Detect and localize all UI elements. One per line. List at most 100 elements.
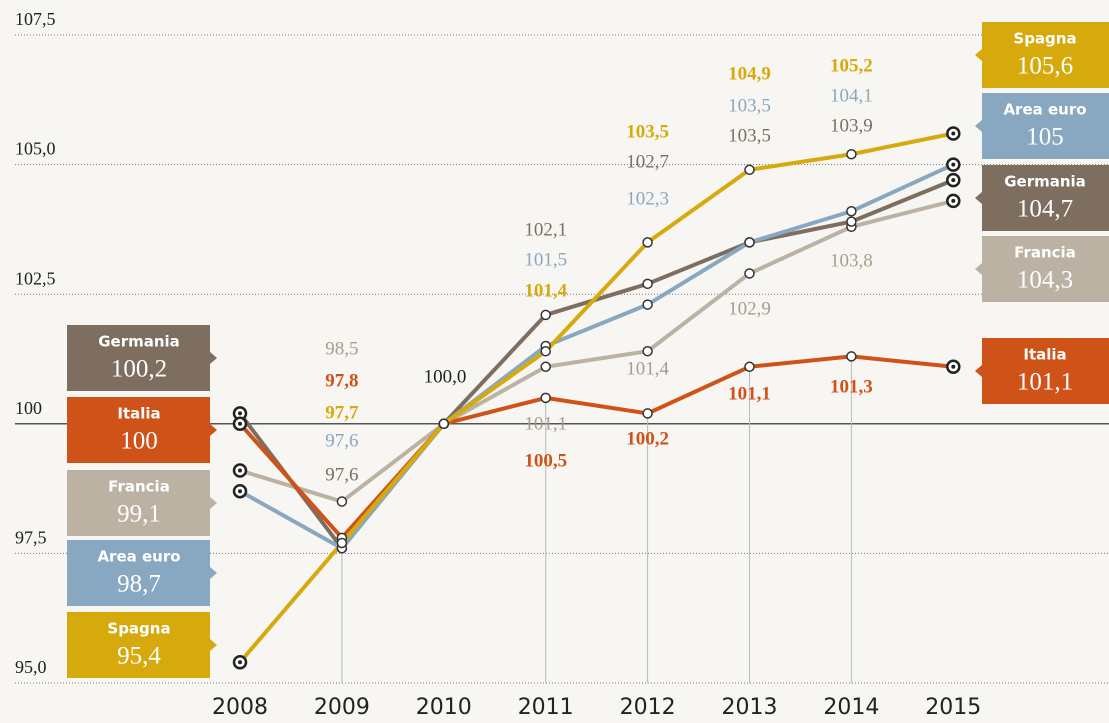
point-marker <box>744 164 755 176</box>
legend-label: Spagna <box>1013 30 1076 48</box>
point-marker <box>846 148 857 160</box>
y-tick-label: 105,0 <box>15 139 56 159</box>
legend-label: Area euro <box>97 548 180 566</box>
point-marker <box>642 278 653 290</box>
end-marker-dot <box>238 660 242 665</box>
end-marker-dot <box>951 178 956 183</box>
x-tick-label: 2012 <box>620 695 676 720</box>
callout-pointer <box>975 365 982 377</box>
callout-value: 105 <box>1026 124 1064 151</box>
value-label: 104,9 <box>728 63 771 84</box>
point-marker <box>744 361 755 373</box>
end-marker-dot <box>951 131 956 136</box>
y-tick-label: 107,5 <box>15 9 56 29</box>
value-label: 101,1 <box>728 383 771 404</box>
point-marker <box>642 408 653 419</box>
value-label: 102,7 <box>626 151 669 172</box>
callout-box <box>982 338 1109 404</box>
callout-value: 105,6 <box>1017 53 1073 80</box>
series-line <box>238 131 954 664</box>
grid: 95,0 97,5 100 102,5 105,0 107,5 2008 2009 2010 20… <box>15 9 1109 720</box>
x-tick-label: 2014 <box>823 695 879 720</box>
value-label: 102,1 <box>524 219 567 240</box>
callout-box <box>67 470 210 536</box>
series-line <box>239 198 954 504</box>
legend-label: Francia <box>108 478 170 496</box>
point-marker <box>438 418 450 430</box>
callout-value: 98,7 <box>117 571 161 598</box>
value-label: 97,6 <box>325 430 358 451</box>
legend-label: Italia <box>117 405 160 423</box>
point-marker <box>846 216 857 227</box>
point-marker <box>642 237 653 248</box>
value-label: 101,3 <box>830 376 873 397</box>
point-marker <box>744 268 755 279</box>
callout-box <box>67 397 210 463</box>
point-marker <box>744 237 755 248</box>
value-label: 103,9 <box>830 115 873 136</box>
x-tick-label: 2013 <box>722 695 778 720</box>
end-marker-dot <box>951 198 956 203</box>
legend-label: Area euro <box>1003 101 1086 119</box>
value-label: 103,5 <box>728 95 771 116</box>
callouts: Germania 100,2 Germania 104,7 Italia 100 Itali… <box>67 22 1109 678</box>
callout-pointer <box>975 192 982 204</box>
end-marker-dot <box>238 411 242 416</box>
point-marker <box>540 392 551 404</box>
callout-box <box>67 325 210 391</box>
value-label: 101,5 <box>524 249 567 270</box>
callout-value: 95,4 <box>117 643 161 670</box>
point-marker <box>540 345 551 357</box>
callout-box <box>982 22 1109 88</box>
x-tick-label: 2015 <box>925 695 981 720</box>
x-tick-label: 2008 <box>212 695 268 720</box>
callout-pointer <box>210 424 217 436</box>
point-marker <box>846 351 857 362</box>
end-marker-dot <box>238 421 242 426</box>
lines <box>238 131 955 664</box>
callout-box <box>982 165 1109 231</box>
legend-label: Germania <box>1004 173 1086 191</box>
end-marker-dot <box>951 364 956 369</box>
callout-pointer <box>210 567 217 579</box>
callout-pointer <box>210 639 217 651</box>
value-label: 102,9 <box>728 298 771 319</box>
y-tick-label: 95,0 <box>15 657 47 677</box>
year-lines <box>341 356 852 683</box>
legend-label: Germania <box>98 333 180 351</box>
callout-pointer <box>210 497 217 509</box>
end-marker-dot <box>238 489 242 494</box>
legend-label: Francia <box>1014 244 1076 262</box>
end-marker-dot <box>951 162 956 167</box>
value-label: 101,4 <box>626 358 669 379</box>
callout-value: 100,2 <box>111 356 167 383</box>
series-line <box>238 354 954 540</box>
callout-value: 99,1 <box>117 501 161 528</box>
callout-pointer <box>975 263 982 275</box>
legend-label: Spagna <box>107 620 170 638</box>
point-marker <box>336 537 348 549</box>
value-label: 97,8 <box>325 370 358 391</box>
annotation: 100,0 <box>424 366 467 387</box>
point-marker <box>642 299 653 310</box>
x-tick-label: 2011 <box>518 695 574 720</box>
callout-box <box>67 540 210 606</box>
callout-value: 104,3 <box>1017 267 1073 294</box>
y-tick-label: 100 <box>15 398 42 418</box>
value-label: 101,4 <box>524 280 567 301</box>
point-marker <box>642 345 653 357</box>
callout-value: 100 <box>120 428 158 455</box>
value-label: 100,5 <box>524 450 567 471</box>
callout-box <box>982 236 1109 302</box>
callout-box <box>982 93 1109 159</box>
value-label: 102,3 <box>626 188 669 209</box>
x-tick-label: 2010 <box>416 695 472 720</box>
point-marker <box>846 206 857 217</box>
point-marker <box>540 309 551 321</box>
value-label: 103,5 <box>626 121 669 142</box>
value-label: 97,6 <box>325 464 358 485</box>
end-marker-dot <box>238 468 242 473</box>
x-tick-label: 2009 <box>314 695 370 720</box>
y-tick-label: 97,5 <box>15 528 47 548</box>
